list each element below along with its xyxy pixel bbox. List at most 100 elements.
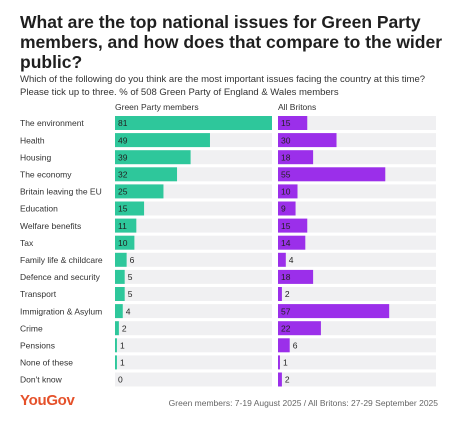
data-label: 11 [118, 221, 127, 231]
bar-0 [115, 150, 191, 165]
data-label: 1 [283, 358, 288, 368]
series-header-0: Green Party members [115, 102, 199, 112]
data-label: 9 [281, 204, 286, 214]
data-label: 25 [118, 187, 128, 197]
category-label: Defence and security [20, 272, 101, 282]
data-label: 4 [289, 255, 294, 265]
bar-1 [278, 184, 298, 199]
bar-track [278, 116, 436, 130]
bar-1 [278, 218, 308, 233]
bar-1 [278, 321, 321, 336]
data-label: 5 [128, 289, 133, 299]
data-label: 2 [285, 375, 290, 385]
bar-track [115, 252, 272, 267]
category-label: Transport [20, 289, 57, 299]
bar-1 [278, 372, 282, 387]
data-label: 15 [118, 204, 128, 214]
bar-1 [278, 235, 306, 250]
category-label: The environment [20, 118, 84, 128]
yougov-logo: YouGov [20, 392, 75, 409]
bar-0 [115, 184, 164, 199]
data-label: 4 [126, 306, 131, 316]
bar-1 [278, 304, 390, 319]
bar-0 [115, 287, 125, 301]
data-label: 18 [281, 152, 291, 162]
category-label: Immigration & Asylum [20, 306, 102, 316]
bar-track [115, 235, 272, 250]
bar-track [278, 338, 436, 353]
data-label: 6 [293, 341, 298, 351]
category-label: Housing [20, 152, 51, 162]
category-label: Britain leaving the EU [20, 187, 102, 197]
data-label: 39 [118, 152, 128, 162]
bar-0 [115, 252, 127, 267]
data-label: 0 [118, 375, 123, 385]
bar-track [115, 338, 272, 353]
data-label: 57 [281, 306, 291, 316]
data-label: 2 [122, 323, 127, 333]
bar-track [115, 287, 272, 301]
data-label: 10 [281, 187, 291, 197]
bar-track [115, 201, 272, 216]
bar-track [278, 355, 436, 370]
data-label: 30 [281, 135, 291, 145]
bar-1 [278, 269, 314, 284]
bar-0 [115, 167, 178, 182]
data-label: 1 [120, 341, 125, 351]
category-label: Pensions [20, 341, 55, 351]
data-label: 15 [281, 221, 291, 231]
bar-0 [115, 304, 123, 319]
bar-0 [115, 218, 137, 233]
data-label: 14 [281, 238, 291, 248]
data-label: 1 [120, 358, 125, 368]
bar-1 [278, 133, 337, 148]
bar-1 [278, 167, 386, 182]
bar-0 [115, 338, 117, 353]
bar-track [278, 252, 436, 267]
category-label: The economy [20, 170, 72, 180]
bar-track [115, 304, 272, 319]
category-label: Health [20, 135, 45, 145]
data-label: 2 [285, 289, 290, 299]
bar-1 [278, 338, 290, 353]
bar-track [115, 269, 272, 284]
data-label: 6 [130, 255, 135, 265]
category-label: Don't know [20, 375, 63, 385]
bar-track [278, 201, 436, 216]
bar-track [278, 235, 436, 250]
chart-subtitle: Which of the following do you think are … [20, 74, 426, 98]
bar-0 [115, 133, 210, 148]
bar-0 [115, 116, 272, 130]
data-label: 15 [281, 118, 291, 128]
bar-1 [278, 252, 286, 267]
category-label: Education [20, 204, 58, 214]
data-label: 32 [118, 170, 128, 180]
bar-0 [115, 321, 119, 336]
bar-1 [278, 201, 296, 216]
data-label: 18 [281, 272, 291, 282]
bar-1 [278, 116, 308, 130]
bar-track [278, 372, 436, 387]
bar-track [278, 287, 436, 301]
category-label: Crime [20, 323, 43, 333]
category-label: Welfare benefits [20, 221, 81, 231]
data-label: 81 [118, 118, 128, 128]
bar-1 [278, 355, 280, 370]
bar-track [278, 218, 436, 233]
bar-track [115, 355, 272, 370]
bar-track [115, 321, 272, 336]
data-label: 55 [281, 170, 291, 180]
source-note: Green members: 7-19 August 2025 / All Br… [168, 398, 438, 408]
bar-track [278, 184, 436, 199]
bar-1 [278, 287, 282, 301]
chart-title: What are the top national issues for Gre… [20, 12, 443, 72]
data-label: 22 [281, 323, 291, 333]
category-label: None of these [20, 358, 73, 368]
bar-track [278, 150, 436, 165]
bar-track [115, 218, 272, 233]
data-label: 49 [118, 135, 128, 145]
bar-1 [278, 150, 314, 165]
bar-track [115, 372, 272, 387]
bar-0 [115, 235, 135, 250]
